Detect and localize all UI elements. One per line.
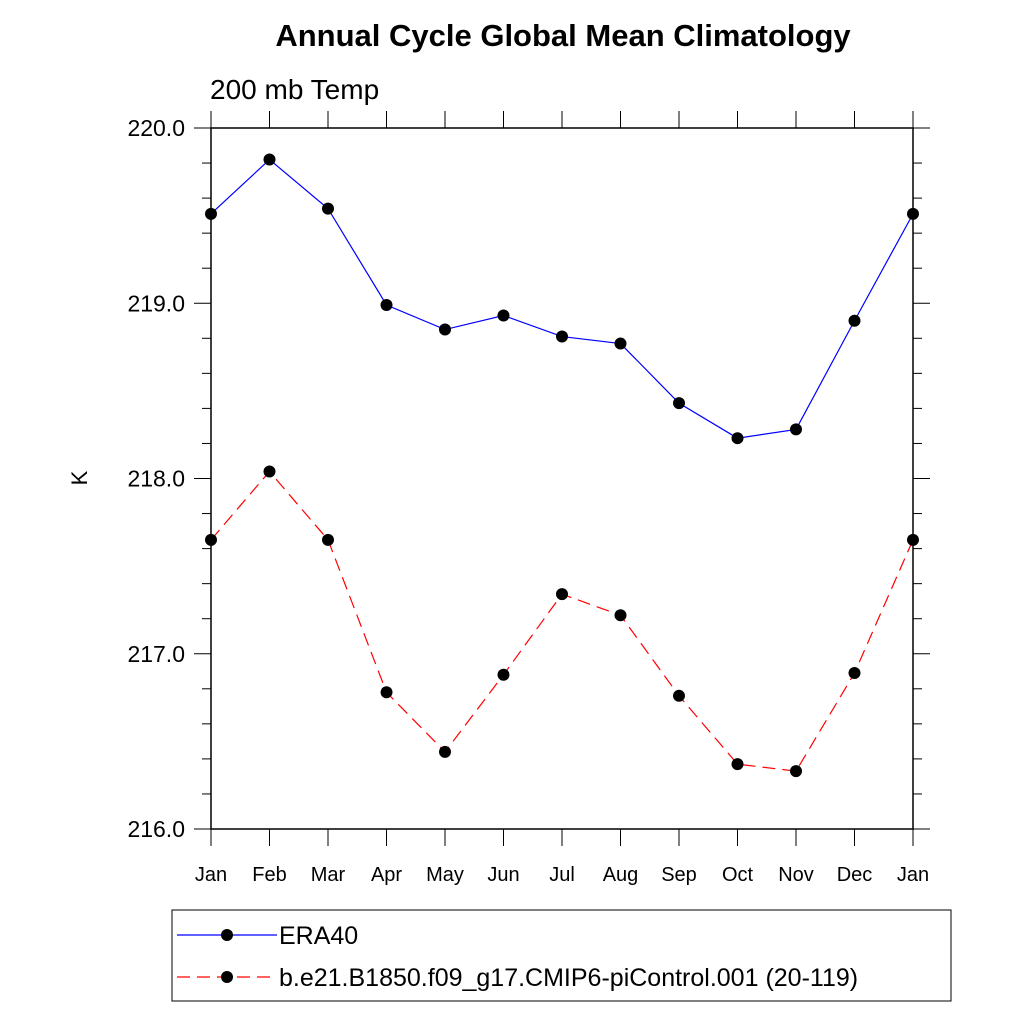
x-tick-label: Jul — [549, 864, 575, 886]
x-tick-label: Jan — [195, 864, 227, 886]
x-tick-label: Feb — [252, 864, 286, 886]
series-2-point — [907, 533, 919, 546]
series-1-point — [205, 207, 217, 220]
legend-label-2: b.e21.B1850.f09_g17.CMIP6-piControl.001 … — [279, 964, 858, 992]
series-2-point — [380, 686, 393, 699]
y-tick-label: 216.0 — [127, 816, 185, 842]
series-2-point — [790, 765, 802, 778]
series-2-point — [322, 533, 334, 546]
x-tick-label: Apr — [371, 864, 402, 886]
series-1-point — [614, 337, 627, 350]
x-tick-label: Dec — [837, 864, 873, 886]
series-1-point — [848, 314, 861, 327]
chart-subtitle: 200 mb Temp — [210, 74, 379, 105]
tick-labels: 216.0 217.0 218.0 219.0 220.0 Jan Feb Mar Apr May… — [127, 115, 929, 886]
x-tick-label: Mar — [311, 864, 346, 886]
x-tick-label: Jan — [897, 864, 929, 886]
series-1-point — [322, 202, 334, 215]
legend: ERA40 b.e21.B1850.f09_g17.CMIP6-piControl… — [171, 909, 952, 1002]
x-tick-label: May — [426, 864, 464, 886]
series-1-point — [790, 423, 802, 436]
legend-marker-2 — [221, 971, 233, 983]
y-tick-label: 218.0 — [127, 466, 185, 492]
series-2-point — [263, 465, 276, 478]
series-2-point — [673, 689, 685, 702]
legend-box — [171, 909, 952, 1002]
series-line-2 — [210, 470, 914, 772]
series-1-point — [380, 299, 393, 312]
series-2-point — [731, 758, 744, 771]
series-2-point — [556, 588, 568, 601]
x-tick-label: Jun — [487, 864, 519, 886]
legend-label-1: ERA40 — [279, 922, 358, 950]
series-1-point — [556, 330, 568, 343]
series-1-point — [673, 397, 685, 410]
y-axis-label: K — [67, 470, 92, 485]
axis-ticks — [194, 111, 930, 846]
series-1-point — [907, 207, 919, 220]
series-1-point — [439, 323, 451, 336]
y-tick-label: 219.0 — [127, 290, 185, 316]
x-tick-label: Oct — [722, 864, 754, 886]
series-1-point — [731, 432, 744, 445]
plot-frame — [210, 127, 914, 830]
series-1-point — [263, 153, 276, 166]
legend-marker-1 — [221, 929, 233, 941]
chart-title: Annual Cycle Global Mean Climatology — [275, 18, 851, 53]
x-tick-label: Nov — [778, 864, 814, 886]
series-2-point — [848, 667, 861, 680]
x-tick-label: Aug — [603, 864, 639, 886]
y-tick-label: 220.0 — [127, 115, 185, 141]
series-lines — [210, 158, 914, 772]
series-2-point — [205, 533, 217, 546]
series-2-point — [439, 745, 451, 758]
series-1-point — [497, 309, 510, 322]
series-2-point — [497, 668, 510, 681]
y-tick-label: 217.0 — [127, 641, 185, 667]
series-2-point — [614, 609, 627, 622]
series-markers — [205, 153, 919, 778]
x-tick-label: Sep — [661, 864, 697, 886]
series-line-1 — [210, 158, 914, 439]
